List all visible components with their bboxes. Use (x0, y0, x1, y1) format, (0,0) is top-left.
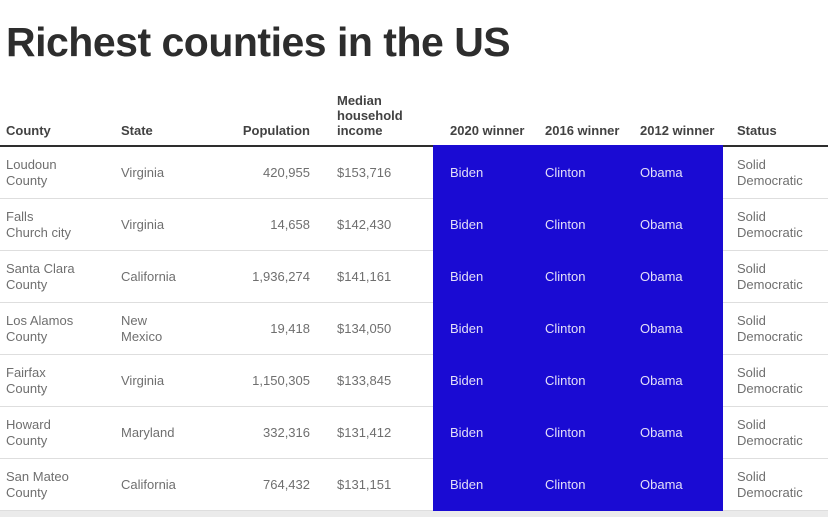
cell-median-household-income: $153,716 (325, 147, 433, 199)
cell-median-household-income: $131,412 (325, 407, 433, 459)
column-header-status: Status (723, 65, 828, 147)
cell-population: 19,418 (233, 303, 325, 355)
cell-median-household-income: $133,845 (325, 355, 433, 407)
column-header-median-household-income: Median household income (325, 65, 433, 147)
cell-2012-winner: Obama (623, 355, 723, 407)
column-header-county: County (0, 65, 120, 147)
cell-state: New Mexico (120, 303, 233, 355)
cell-population: 1,150,305 (233, 355, 325, 407)
column-header-2012-winner: 2012 winner (623, 65, 723, 147)
cell-state: Virginia (120, 147, 233, 199)
cell-status: Solid Democratic (723, 407, 828, 459)
cell-median-household-income: $141,161 (325, 251, 433, 303)
cell-2016-winner: Clinton (528, 303, 623, 355)
table-header-row: County State Population Median household… (0, 65, 828, 147)
cell-2016-winner: Clinton (528, 407, 623, 459)
cell-2020-winner: Biden (433, 459, 528, 511)
cell-2012-winner: Obama (623, 459, 723, 511)
cell-2012-winner: Obama (623, 407, 723, 459)
cell-2020-winner: Biden (433, 147, 528, 199)
table-row: San Mateo County California 764,432 $131… (0, 459, 828, 511)
cell-population: 332,316 (233, 407, 325, 459)
cell-status: Solid Democratic (723, 303, 828, 355)
cell-population: 420,955 (233, 147, 325, 199)
cell-median-household-income: $131,151 (325, 459, 433, 511)
cell-2020-winner: Biden (433, 251, 528, 303)
cell-2016-winner: Clinton (528, 355, 623, 407)
cell-county: Falls Church city (0, 199, 120, 251)
cell-median-household-income: $134,050 (325, 303, 433, 355)
cell-2012-winner: Obama (623, 251, 723, 303)
cell-status: Solid Democratic (723, 199, 828, 251)
cell-state: Maryland (120, 407, 233, 459)
cell-county: Loudoun County (0, 147, 120, 199)
table-row: Falls Church city Virginia 14,658 $142,4… (0, 199, 828, 251)
cell-2016-winner: Clinton (528, 147, 623, 199)
cell-status: Solid Democratic (723, 355, 828, 407)
cell-population: 764,432 (233, 459, 325, 511)
cell-county: San Mateo County (0, 459, 120, 511)
cell-median-household-income: $142,430 (325, 199, 433, 251)
cell-population: 1,936,274 (233, 251, 325, 303)
column-header-state: State (120, 65, 233, 147)
cell-county: Howard County (0, 407, 120, 459)
cell-status: Solid Democratic (723, 251, 828, 303)
table-row: Howard County Maryland 332,316 $131,412 … (0, 407, 828, 459)
cell-state: Virginia (120, 199, 233, 251)
cell-status: Solid Democratic (723, 147, 828, 199)
cell-state: California (120, 251, 233, 303)
cell-county: Los Alamos County (0, 303, 120, 355)
table-row: Loudoun County Virginia 420,955 $153,716… (0, 147, 828, 199)
cell-2016-winner: Clinton (528, 459, 623, 511)
page-title: Richest counties in the US (6, 19, 511, 65)
cell-2020-winner: Biden (433, 303, 528, 355)
cell-2016-winner: Clinton (528, 251, 623, 303)
cell-2012-winner: Obama (623, 303, 723, 355)
column-header-2016-winner: 2016 winner (528, 65, 623, 147)
column-header-2020-winner: 2020 winner (433, 65, 528, 147)
cell-status: Solid Democratic (723, 459, 828, 511)
cell-county: Santa Clara County (0, 251, 120, 303)
table-row: Fairfax County Virginia 1,150,305 $133,8… (0, 355, 828, 407)
cell-2016-winner: Clinton (528, 199, 623, 251)
cell-2020-winner: Biden (433, 199, 528, 251)
cell-county: Fairfax County (0, 355, 120, 407)
cell-2020-winner: Biden (433, 355, 528, 407)
table-body: Loudoun County Virginia 420,955 $153,716… (0, 147, 828, 511)
bottom-crop-strip (0, 511, 828, 517)
cell-population: 14,658 (233, 199, 325, 251)
cell-2012-winner: Obama (623, 199, 723, 251)
column-header-population: Population (233, 65, 325, 147)
table-row: Los Alamos County New Mexico 19,418 $134… (0, 303, 828, 355)
cell-state: Virginia (120, 355, 233, 407)
cell-2020-winner: Biden (433, 407, 528, 459)
table-row: Santa Clara County California 1,936,274 … (0, 251, 828, 303)
cell-2012-winner: Obama (623, 147, 723, 199)
cell-state: California (120, 459, 233, 511)
